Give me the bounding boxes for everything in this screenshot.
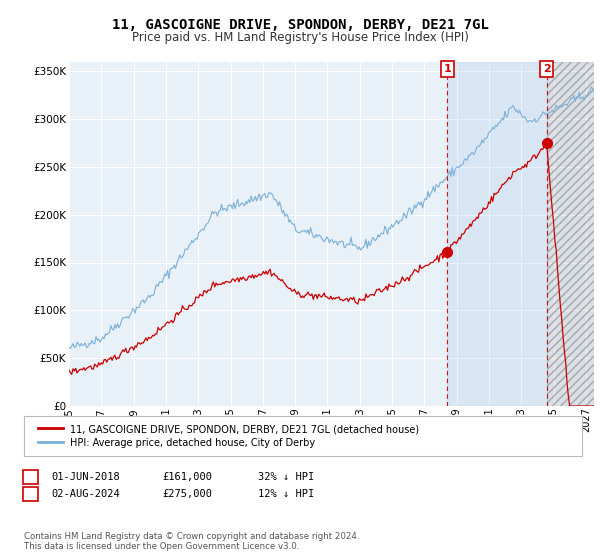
Text: 02-AUG-2024: 02-AUG-2024 (51, 489, 120, 499)
Bar (547, 62, 594, 406)
Bar (448, 62, 547, 406)
Text: £161,000: £161,000 (162, 472, 212, 482)
Text: Contains HM Land Registry data © Crown copyright and database right 2024.
This d: Contains HM Land Registry data © Crown c… (24, 532, 359, 551)
Legend: 11, GASCOIGNE DRIVE, SPONDON, DERBY, DE21 7GL (detached house), HPI: Average pri: 11, GASCOIGNE DRIVE, SPONDON, DERBY, DE2… (34, 421, 424, 452)
Bar (547, 62, 594, 406)
Text: 2: 2 (27, 489, 35, 499)
Text: 1: 1 (27, 472, 35, 482)
Text: 1: 1 (443, 64, 451, 74)
Text: 11, GASCOIGNE DRIVE, SPONDON, DERBY, DE21 7GL: 11, GASCOIGNE DRIVE, SPONDON, DERBY, DE2… (112, 18, 488, 32)
Text: 12% ↓ HPI: 12% ↓ HPI (258, 489, 314, 499)
Text: 2: 2 (543, 64, 551, 74)
Text: £275,000: £275,000 (162, 489, 212, 499)
Text: 01-JUN-2018: 01-JUN-2018 (51, 472, 120, 482)
Text: 32% ↓ HPI: 32% ↓ HPI (258, 472, 314, 482)
Text: Price paid vs. HM Land Registry's House Price Index (HPI): Price paid vs. HM Land Registry's House … (131, 31, 469, 44)
